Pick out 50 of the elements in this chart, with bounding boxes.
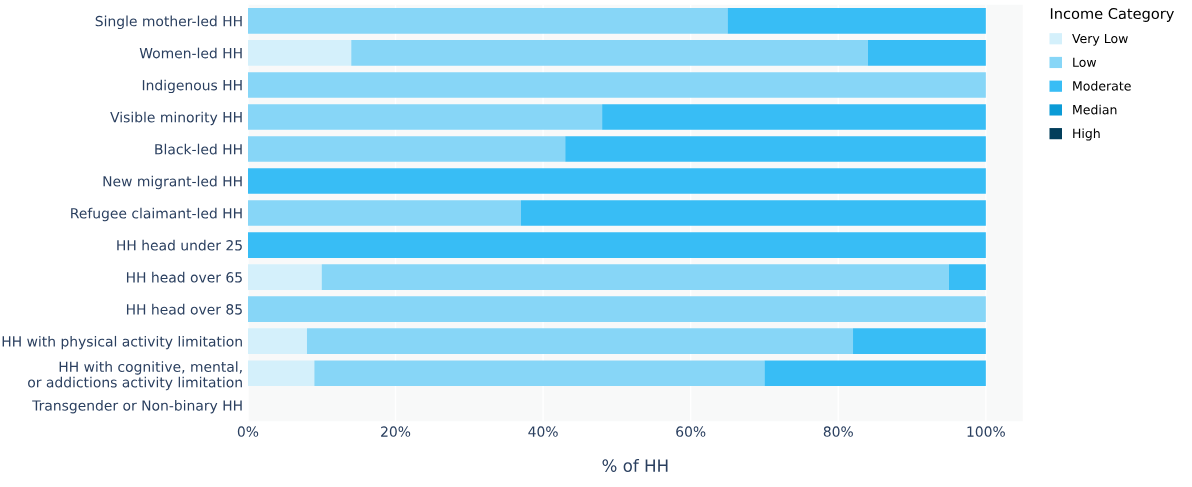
- y-tick-label: Refugee claimant-led HH: [71, 207, 242, 222]
- bar: [321, 264, 949, 290]
- y-tick-label: HH with cognitive, mental, or addictions activity limitation: [28, 361, 242, 391]
- legend-label: Moderate: [1073, 80, 1131, 91]
- bar: [351, 40, 868, 66]
- bar: [247, 232, 986, 258]
- bar: [247, 328, 307, 354]
- bar: [520, 200, 986, 226]
- y-tick-label: Indigenous HH: [142, 79, 242, 94]
- bar: [247, 168, 986, 194]
- x-tick-label: 20%: [381, 426, 411, 437]
- y-tick-label: Black-led HH: [155, 143, 242, 155]
- bar: [853, 328, 986, 354]
- y-tick-label: HH head over 85: [126, 303, 242, 315]
- bar: [247, 264, 322, 290]
- y-tick-label: Single mother-led HH: [95, 15, 242, 30]
- y-tick-label: Transgender or Non-binary HH: [32, 399, 242, 414]
- bar: [247, 104, 603, 130]
- bar: [306, 328, 854, 354]
- bar: [565, 136, 986, 162]
- bar: [948, 264, 986, 290]
- legend-label: High: [1073, 128, 1100, 141]
- y-tick-label: Women-led HH: [139, 47, 242, 59]
- legend-title: Income Category: [1050, 8, 1174, 22]
- bar: [247, 8, 728, 34]
- bar: [247, 40, 352, 66]
- bar: [247, 296, 986, 322]
- x-tick-label: 40%: [528, 426, 558, 437]
- bar: [247, 72, 986, 98]
- y-tick-label: HH with physical activity limitation: [2, 335, 242, 350]
- bar: [602, 104, 986, 130]
- x-axis-title: % of HH: [602, 459, 668, 472]
- legend-label: Very Low: [1072, 33, 1128, 46]
- bar: [727, 8, 986, 34]
- y-tick-label: New migrant-led HH: [103, 175, 242, 190]
- bar: [247, 200, 521, 226]
- x-tick-label: 100%: [967, 426, 1005, 437]
- y-tick-label: HH head over 65: [126, 271, 242, 283]
- bar: [247, 360, 315, 387]
- x-tick-label: 60%: [676, 426, 706, 437]
- x-tick-label: 0%: [237, 426, 259, 437]
- y-tick-label: HH head under 25: [117, 239, 242, 251]
- legend-label: Median: [1073, 104, 1117, 115]
- bar: [867, 40, 986, 66]
- y-tick-label: Visible minority HH: [110, 111, 242, 126]
- x-tick-label: 80%: [823, 426, 853, 437]
- bar: [247, 136, 566, 162]
- bar: [314, 360, 765, 387]
- bar: [764, 360, 986, 387]
- legend-label: Low: [1073, 57, 1097, 67]
